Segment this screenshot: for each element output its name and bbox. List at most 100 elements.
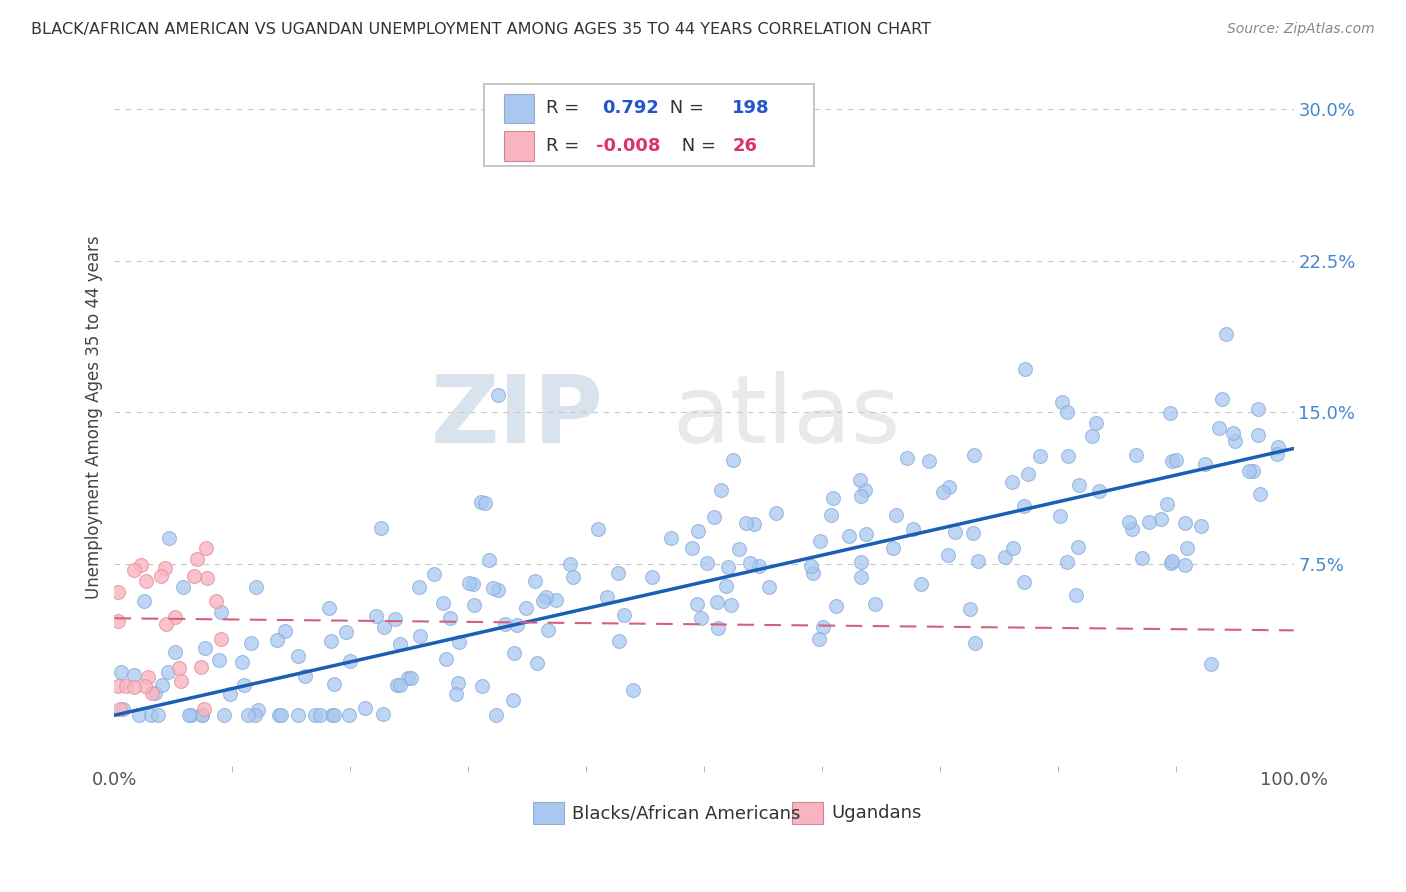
Point <box>515 601 537 615</box>
Point <box>1249 487 1271 501</box>
Point <box>304 708 326 723</box>
Point <box>1056 555 1078 569</box>
Point <box>1247 401 1270 416</box>
Point <box>849 570 872 584</box>
Point <box>688 524 710 539</box>
Point <box>728 541 751 556</box>
Point <box>1017 467 1039 482</box>
Point <box>851 555 873 569</box>
Point <box>209 632 232 647</box>
Point <box>183 569 205 583</box>
Point <box>531 594 554 608</box>
Point <box>152 678 174 692</box>
Point <box>1012 499 1035 513</box>
Point <box>560 557 582 571</box>
Point <box>136 670 159 684</box>
Point <box>294 669 316 683</box>
Point <box>721 453 744 467</box>
Point <box>388 678 411 692</box>
Point <box>107 614 129 628</box>
Point <box>474 496 496 510</box>
Point <box>524 574 547 588</box>
Point <box>966 554 988 568</box>
Point <box>706 595 728 609</box>
Point <box>502 693 524 707</box>
Point <box>270 708 292 723</box>
Point <box>1049 508 1071 523</box>
Point <box>180 708 202 723</box>
Bar <box>533 802 564 824</box>
Text: Source: ZipAtlas.com: Source: ZipAtlas.com <box>1227 22 1375 37</box>
Point <box>588 522 610 536</box>
Point <box>124 563 146 577</box>
Point <box>884 508 907 523</box>
Point <box>319 634 342 648</box>
Point <box>1156 497 1178 511</box>
Point <box>353 701 375 715</box>
Point <box>1067 478 1090 492</box>
Point <box>641 570 664 584</box>
Text: N =: N = <box>676 137 721 155</box>
Point <box>190 660 212 674</box>
Point <box>1174 558 1197 573</box>
Point <box>963 636 986 650</box>
Point <box>128 708 150 723</box>
Point <box>172 580 194 594</box>
Point <box>156 665 179 679</box>
Point <box>434 652 457 666</box>
Point <box>170 674 193 689</box>
Point <box>1161 454 1184 468</box>
Point <box>1130 551 1153 566</box>
Point <box>607 566 630 581</box>
Text: 198: 198 <box>733 99 770 118</box>
Point <box>503 646 526 660</box>
Point <box>910 577 932 591</box>
Point <box>659 531 682 545</box>
Point <box>135 574 157 588</box>
Point <box>544 593 567 607</box>
Point <box>855 527 877 541</box>
Point <box>274 624 297 639</box>
Point <box>384 612 406 626</box>
Point <box>141 685 163 699</box>
Point <box>1199 657 1222 671</box>
Point <box>959 602 981 616</box>
Point <box>696 556 718 570</box>
Point <box>1159 406 1181 420</box>
Point <box>107 584 129 599</box>
Point <box>740 557 762 571</box>
Point <box>439 610 461 624</box>
Point <box>1080 429 1102 443</box>
Point <box>163 609 186 624</box>
Text: 0.792: 0.792 <box>603 99 659 118</box>
Point <box>110 665 132 680</box>
Point <box>1194 457 1216 471</box>
Point <box>765 506 787 520</box>
Point <box>186 552 208 566</box>
Point <box>385 678 408 692</box>
Point <box>1121 522 1143 536</box>
Point <box>1174 516 1197 531</box>
Point <box>623 682 645 697</box>
Point <box>205 594 228 608</box>
Point <box>686 597 709 611</box>
Point <box>1012 575 1035 590</box>
Point <box>735 516 758 530</box>
Point <box>335 624 357 639</box>
Point <box>1029 449 1052 463</box>
Point <box>245 708 267 723</box>
Point <box>1191 519 1213 533</box>
Point <box>938 479 960 493</box>
Point <box>193 702 215 716</box>
Point <box>537 624 560 638</box>
Y-axis label: Unemployment Among Ages 35 to 44 years: Unemployment Among Ages 35 to 44 years <box>86 235 103 599</box>
Point <box>157 531 180 545</box>
Point <box>146 708 169 723</box>
Point <box>717 560 740 574</box>
Point <box>1064 589 1087 603</box>
Point <box>134 594 156 608</box>
Point <box>458 576 481 591</box>
Point <box>710 483 733 497</box>
Point <box>1175 541 1198 556</box>
Point <box>401 671 423 685</box>
